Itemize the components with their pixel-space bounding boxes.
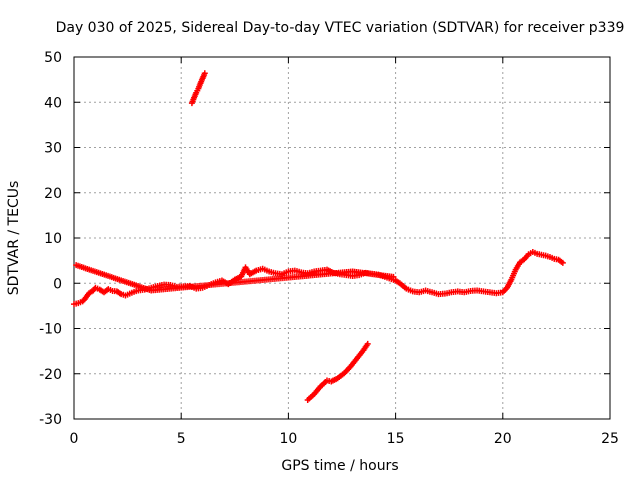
x-tick-label: 25 <box>601 431 619 447</box>
series-lower-arc <box>304 340 371 403</box>
y-tick-label: 20 <box>44 186 62 202</box>
y-tick-label: -30 <box>39 412 62 428</box>
y-tick-label: 0 <box>53 276 62 292</box>
x-tick-label: 20 <box>494 431 512 447</box>
y-tick-label: 10 <box>44 231 62 247</box>
x-tick-label: 0 <box>70 431 79 447</box>
y-tick-label: 40 <box>44 95 62 111</box>
axis-ticks: 0 5 10 15 20 25 -30 -20 -10 0 10 20 30 40 50 <box>39 50 619 447</box>
data-point <box>390 273 397 280</box>
data-point <box>364 340 371 347</box>
series-upper-arc <box>188 70 208 107</box>
y-tick-label: 50 <box>44 50 62 66</box>
data-points <box>71 70 566 403</box>
y-tick-label: -10 <box>39 322 62 338</box>
y-tick-label: -20 <box>39 367 62 383</box>
x-axis-label: GPS time / hours <box>281 458 398 474</box>
y-tick-label: 30 <box>44 141 62 157</box>
x-tick-label: 5 <box>177 431 186 447</box>
grid <box>74 57 610 419</box>
x-tick-label: 15 <box>387 431 405 447</box>
data-point <box>559 259 566 266</box>
data-point <box>201 70 208 77</box>
series-main <box>71 249 566 308</box>
chart-title: Day 030 of 2025, Sidereal Day-to-day VTE… <box>56 20 625 36</box>
x-tick-label: 10 <box>279 431 297 447</box>
series-outliers <box>73 262 397 294</box>
y-axis-label: SDTVAR / TECUs <box>6 181 22 296</box>
